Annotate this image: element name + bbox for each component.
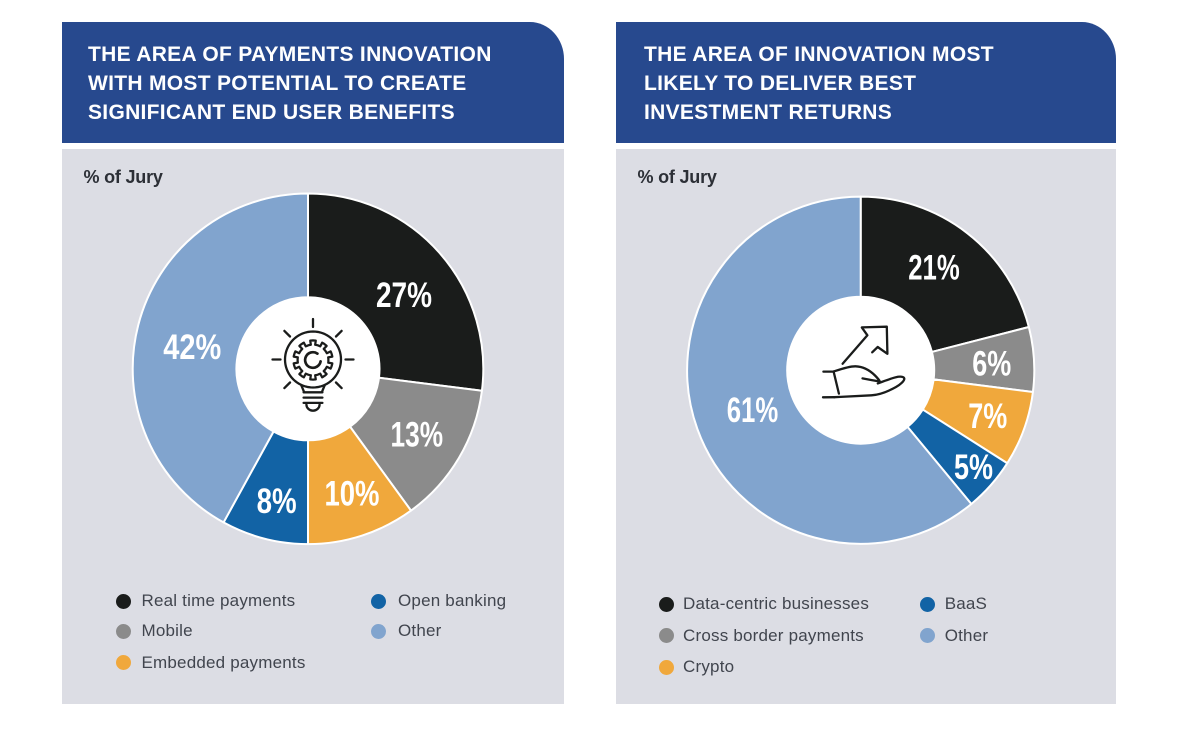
svg-text:13%: 13% bbox=[391, 416, 444, 455]
svg-text:5%: 5% bbox=[954, 448, 993, 487]
svg-text:21%: 21% bbox=[908, 248, 960, 287]
svg-text:61%: 61% bbox=[727, 391, 779, 430]
svg-text:42%: 42% bbox=[163, 328, 221, 367]
svg-text:27%: 27% bbox=[376, 276, 432, 315]
svg-text:10%: 10% bbox=[325, 475, 380, 514]
svg-text:6%: 6% bbox=[972, 344, 1011, 383]
svg-text:7%: 7% bbox=[968, 397, 1007, 436]
svg-text:8%: 8% bbox=[257, 482, 297, 521]
